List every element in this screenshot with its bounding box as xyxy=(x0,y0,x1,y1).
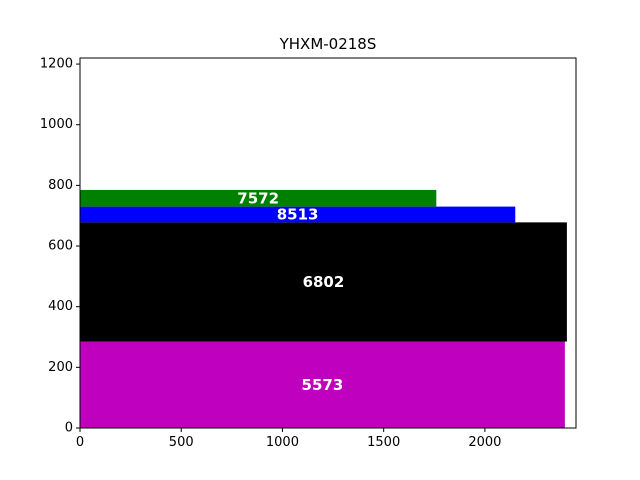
axes-frame xyxy=(79,57,577,429)
y-tick-label: 1200 xyxy=(40,57,73,72)
x-tick-label: 0 xyxy=(76,435,84,450)
y-tick-label: 1000 xyxy=(40,117,73,132)
bar-value-label: 6802 xyxy=(303,273,345,291)
bar-6802 xyxy=(80,222,567,342)
y-tick-label: 200 xyxy=(48,360,73,375)
bar-value-label: 8513 xyxy=(277,205,319,223)
y-tick-label: 400 xyxy=(48,299,73,314)
bar-7572 xyxy=(80,189,437,207)
bars-layer xyxy=(80,189,567,428)
x-tick-label: 1000 xyxy=(266,435,299,450)
x-axis: 0 500 1000 1500 2000 xyxy=(76,428,501,450)
bar-value-label: 5573 xyxy=(302,376,344,394)
x-tick-label: 2000 xyxy=(468,435,501,450)
chart-title: YHXM-0218S xyxy=(279,35,377,53)
y-tick-label: 600 xyxy=(48,239,73,254)
y-axis: 0 200 400 600 800 1000 1200 xyxy=(40,57,80,436)
y-tick-label: 800 xyxy=(48,178,73,193)
bar-5573 xyxy=(80,341,565,428)
bar-value-label: 7572 xyxy=(237,189,279,207)
x-tick-label: 500 xyxy=(169,435,194,450)
y-tick-label: 0 xyxy=(65,421,73,436)
x-tick-label: 1500 xyxy=(367,435,400,450)
bar-8513 xyxy=(80,206,516,223)
